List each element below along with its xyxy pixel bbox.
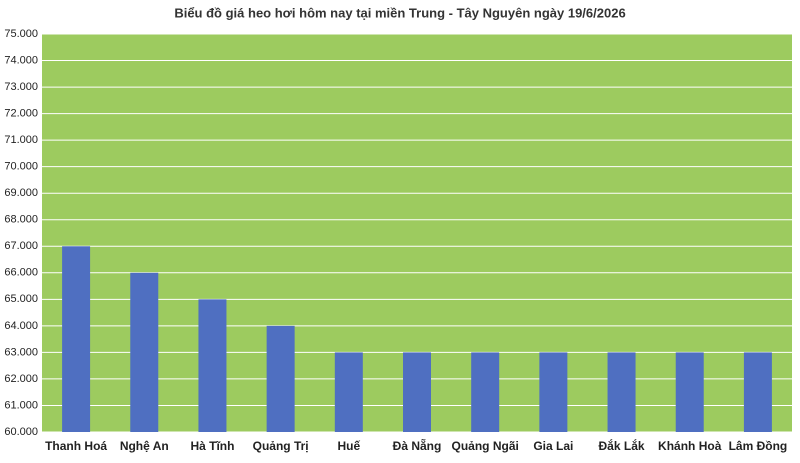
- bar: [62, 246, 91, 432]
- y-tick-label: 71.000: [4, 134, 38, 146]
- x-tick-label: Gia Lai: [533, 439, 573, 453]
- x-tick-label: Thanh Hoá: [45, 439, 107, 453]
- bar: [130, 272, 159, 432]
- y-tick-label: 67.000: [4, 240, 38, 252]
- x-tick-label: Huế: [337, 439, 360, 453]
- x-tick-label: Quảng Trị: [253, 439, 309, 453]
- y-tick-label: 65.000: [4, 293, 38, 305]
- x-tick-label: Đắk Lắk: [599, 438, 645, 453]
- bar: [198, 299, 227, 432]
- y-tick-label: 64.000: [4, 320, 38, 332]
- y-tick-label: 68.000: [4, 214, 38, 226]
- x-tick-label: Lâm Đồng: [729, 439, 788, 453]
- x-tick-label: Hà Tĩnh: [190, 439, 234, 453]
- chart-title: Biểu đồ giá heo hơi hôm nay tại miền Tru…: [174, 5, 625, 20]
- y-tick-label: 63.000: [4, 346, 38, 358]
- bar: [266, 325, 295, 432]
- y-tick-label: 74.000: [4, 54, 38, 66]
- x-tick-label: Nghệ An: [120, 439, 169, 453]
- bar: [403, 352, 431, 432]
- y-tick-label: 73.000: [4, 81, 38, 93]
- bar: [539, 352, 568, 432]
- y-tick-label: 60.000: [4, 426, 38, 438]
- y-tick-label: 75.000: [4, 28, 38, 40]
- y-tick-label: 70.000: [4, 161, 38, 173]
- bar: [607, 352, 636, 432]
- bar: [471, 352, 500, 432]
- bar: [743, 352, 772, 432]
- x-tick-label: Đà Nẵng: [393, 438, 442, 453]
- x-tick-label: Quảng Ngãi: [452, 439, 519, 453]
- y-tick-label: 69.000: [4, 187, 38, 199]
- y-tick-label: 66.000: [4, 267, 38, 279]
- y-tick-label: 61.000: [4, 399, 38, 411]
- y-tick-label: 62.000: [4, 373, 38, 385]
- bar: [675, 352, 704, 432]
- bar: [334, 352, 363, 432]
- x-tick-label: Khánh Hoà: [658, 439, 722, 453]
- y-tick-label: 72.000: [4, 108, 38, 120]
